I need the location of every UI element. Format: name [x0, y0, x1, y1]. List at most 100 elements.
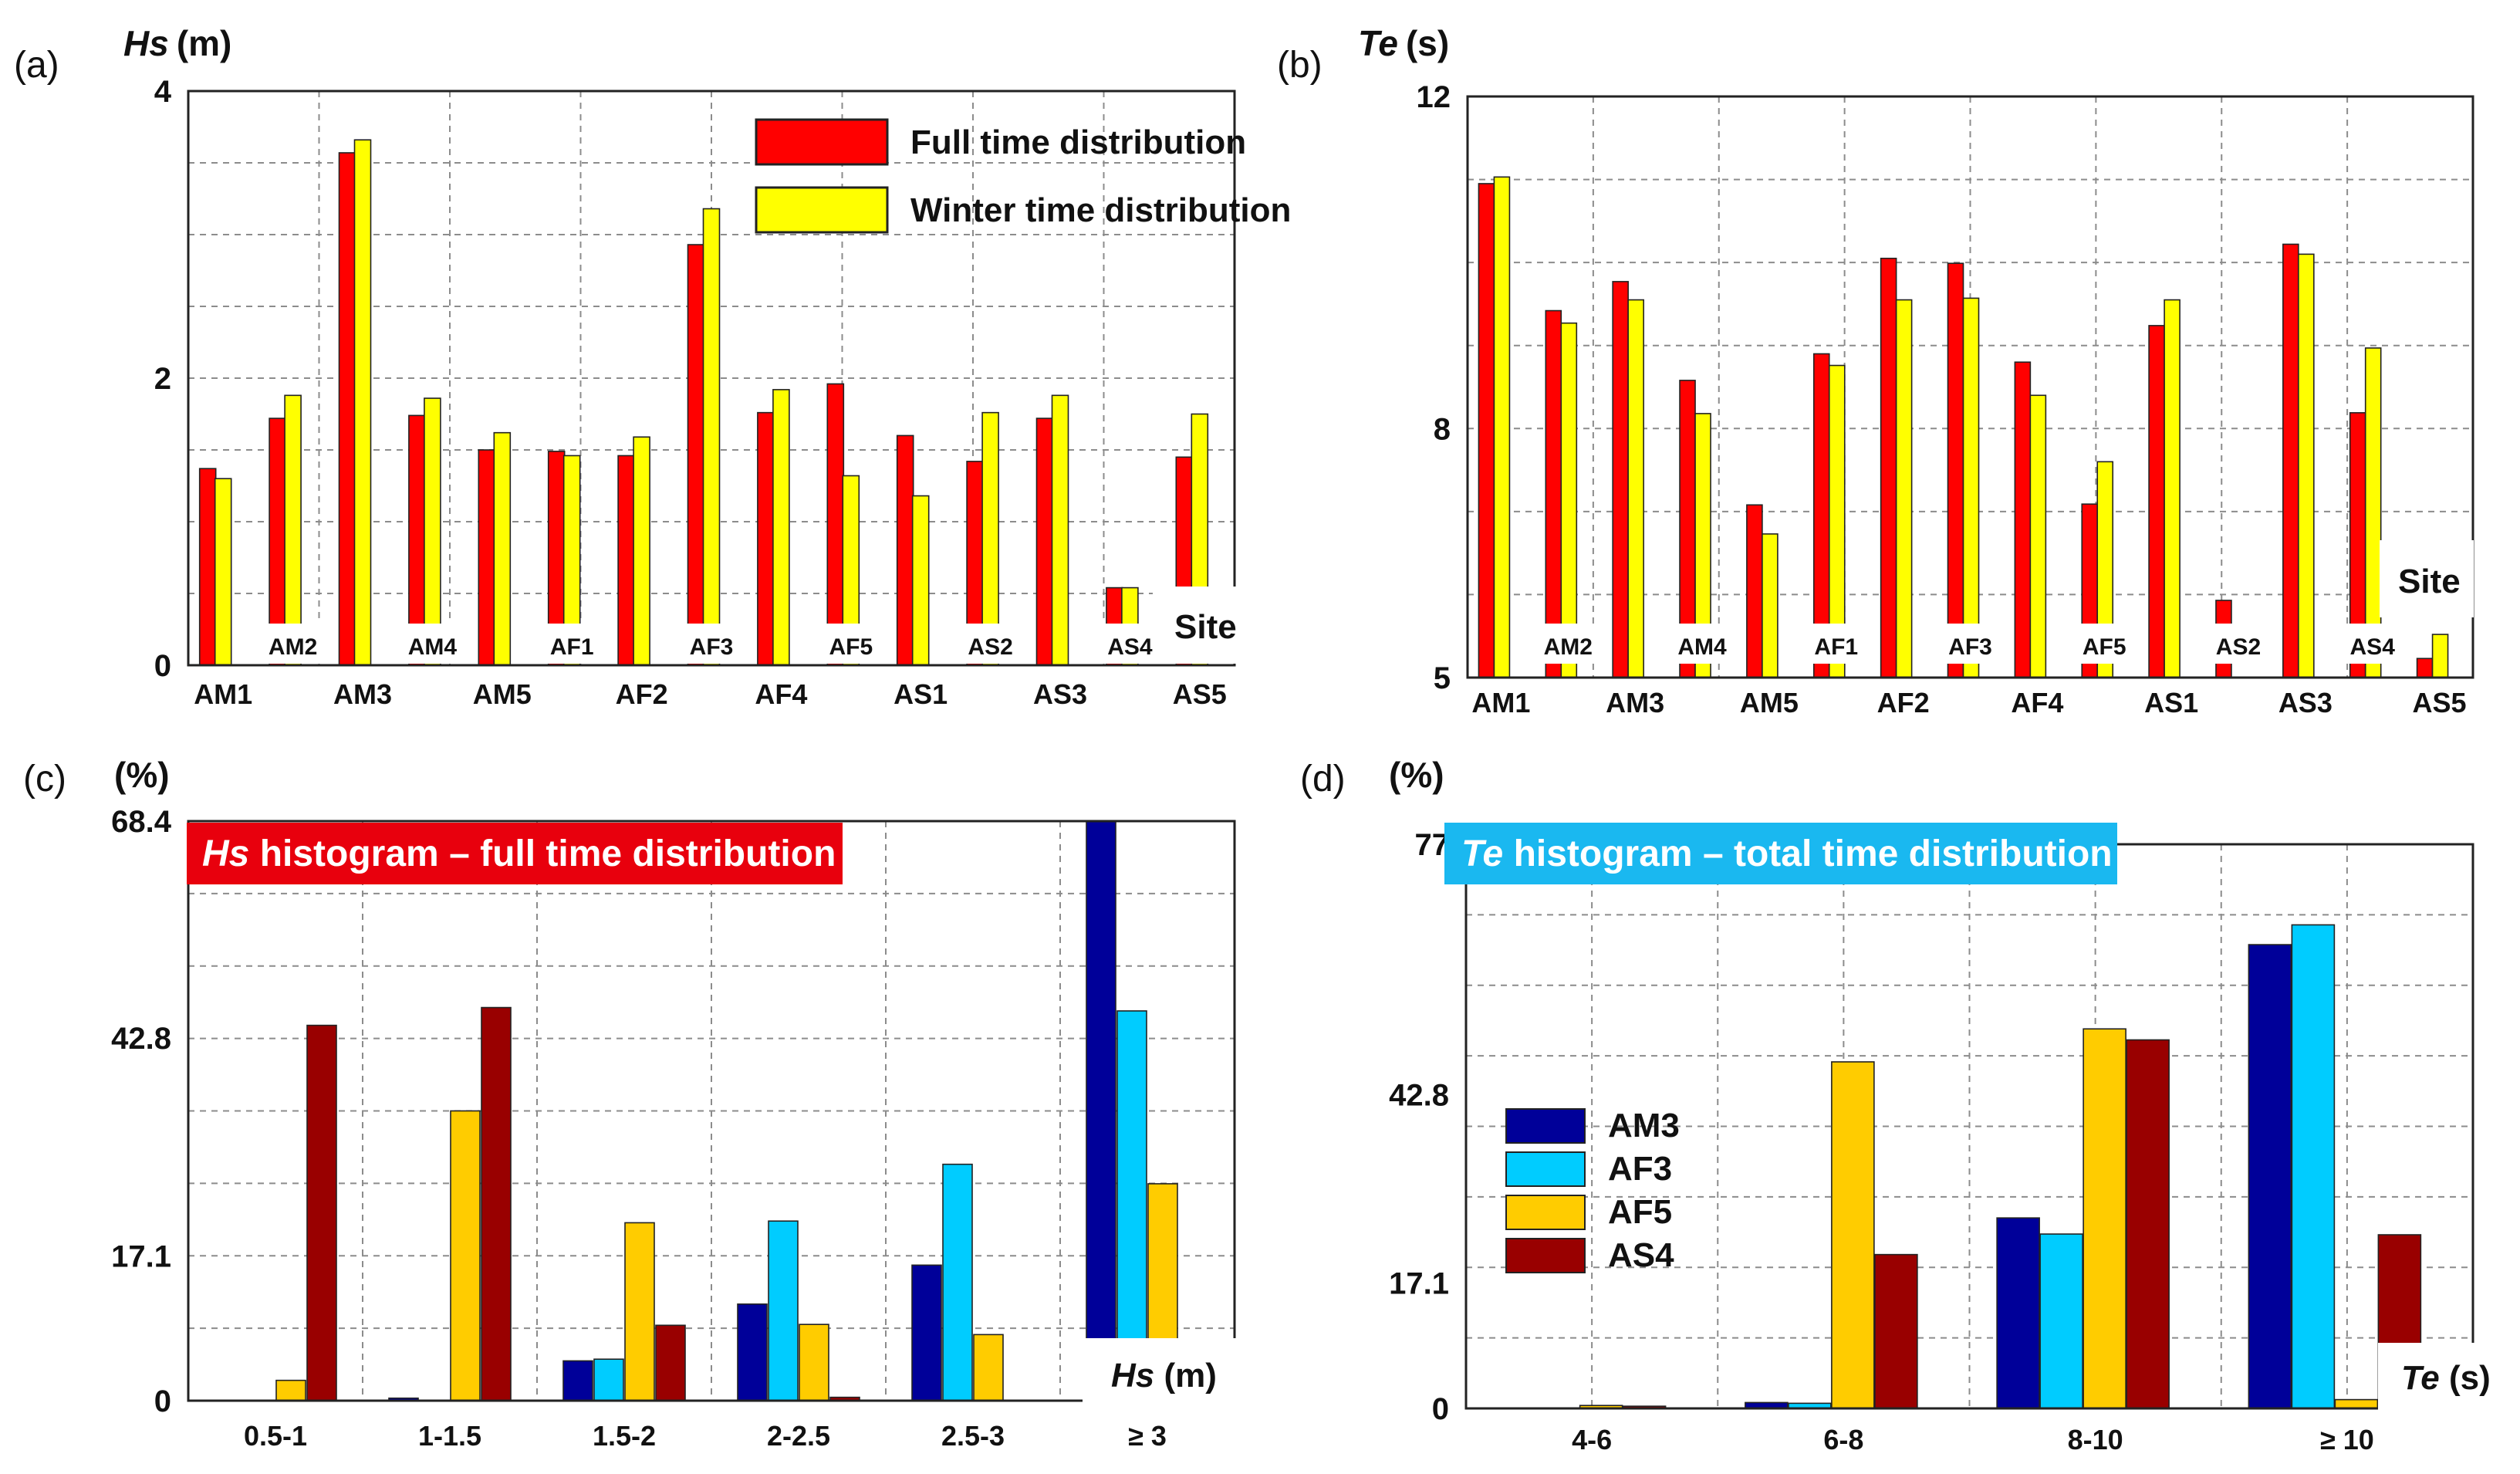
- bar-b-full-time-distribution-AM3: [1612, 281, 1629, 678]
- bar-c-am3-3: [1086, 820, 1116, 1401]
- panel-a-xlabel-box: Site: [1153, 587, 1239, 664]
- category-label: AF3: [690, 634, 734, 660]
- category-label-background: [684, 624, 739, 664]
- plot-frame: [187, 90, 1236, 667]
- bar-c-as4-152: [655, 1324, 686, 1401]
- plot-frame: [1466, 95, 2474, 679]
- category-label-group: AS3: [1033, 678, 1087, 710]
- category-label-group: AM5: [473, 678, 532, 710]
- category-label-group: AF3: [1942, 624, 1998, 664]
- category-label-group: AF5: [823, 624, 879, 664]
- panel-c-plot: 0.5-1 1-1.5 1.5-2 2-2.5 2.5-3 ≥ 3 0 17.1 42.8 68.…: [111, 805, 1236, 1452]
- category-label-group: AF1: [1808, 624, 1864, 664]
- category-label: AF2: [1877, 687, 1930, 718]
- panel-a-ylabel-var: Hs: [123, 23, 169, 63]
- category-label-group: AF5: [2076, 624, 2133, 664]
- category-label: AM5: [1740, 687, 1799, 718]
- bar-b-full-time-distribution-AS3: [2282, 243, 2299, 678]
- y-tick-label: 17.1: [111, 1239, 171, 1273]
- bar-a-winter-time-distribution-AM5: [493, 431, 512, 666]
- category-label-background: [1808, 624, 1864, 664]
- category-label-group: AM4: [404, 624, 461, 664]
- panel-c-xlabel-unit: (m): [1154, 1357, 1217, 1395]
- bar-c-as4-051: [306, 1024, 337, 1401]
- bar-a-winter-time-distribution-AS3: [1051, 394, 1069, 666]
- legend-swatch: [1505, 1195, 1586, 1230]
- bar-a-winter-time-distribution-AF2: [633, 436, 650, 666]
- category-label: AM3: [1606, 687, 1664, 718]
- category-label-group: AM1: [194, 678, 252, 710]
- category-label-background: [2344, 624, 2400, 664]
- category-label-background: [2210, 624, 2266, 664]
- panel-d-xlabel-unit: (s): [2440, 1359, 2491, 1397]
- legend-swatch: [755, 118, 889, 166]
- bar-d-af5-68: [1831, 1061, 1875, 1409]
- category-label: AF3: [1948, 634, 1992, 660]
- panel-d-title-var: Te: [1461, 833, 1503, 874]
- bar-d-af3-10: [2291, 924, 2336, 1409]
- y-tick-label: 42.8: [111, 1022, 171, 1056]
- panel-b-ylabel-unit: (s): [1406, 23, 1449, 63]
- bar-b-winter-time-distribution-AM3: [1627, 299, 1644, 678]
- bar-a-winter-time-distribution-AM1: [214, 478, 232, 666]
- category-label: AS2: [968, 634, 1012, 660]
- panel-c-title-var: Hs: [202, 833, 249, 874]
- category-label-background: [1942, 624, 1998, 664]
- category-label-group: AF4: [2011, 687, 2063, 718]
- panel-d-plot: 4-6 6-8 8-10 ≥ 10 0 17.1 42.8 77: [1389, 828, 2474, 1455]
- y-tick-label: 5: [1434, 661, 1451, 695]
- y-tick-label: 8: [1434, 412, 1451, 446]
- category-label: AF4: [2011, 687, 2063, 718]
- bar-b-full-time-distribution-AF4: [2014, 361, 2032, 678]
- bar-c-am3-225: [737, 1303, 768, 1401]
- category-label: 6-8: [1823, 1424, 1863, 1455]
- category-label: 2-2.5: [767, 1420, 830, 1452]
- bar-d-af3-810: [2039, 1233, 2083, 1409]
- bar-a-full-time-distribution-AF3: [687, 244, 705, 666]
- panel-b-ylabel: Te (s): [1358, 23, 1449, 63]
- category-label: AS1: [2144, 687, 2198, 718]
- category-label-group: AS4: [1102, 624, 1158, 664]
- category-label: AS1: [893, 678, 948, 710]
- panel-c-title: Hs histogram – full time distribution: [187, 823, 843, 884]
- category-label: AM4: [1677, 634, 1727, 660]
- category-label-group: AM3: [1606, 687, 1664, 718]
- y-tick-label: 0: [154, 1384, 171, 1418]
- panel-c-xlabel-var: Hs: [1111, 1357, 1154, 1395]
- bar-b-full-time-distribution-AM2: [1545, 309, 1562, 678]
- bar-a-winter-time-distribution-AF3: [702, 208, 721, 666]
- panel-d-ylabel: (%): [1389, 755, 1444, 795]
- category-label-group: AM1: [1471, 687, 1530, 718]
- bar-b-winter-time-distribution-AS5: [2431, 634, 2449, 678]
- category-label: AM1: [1471, 687, 1530, 718]
- bar-d-af5-10: [2334, 1398, 2379, 1409]
- bar-b-full-time-distribution-AF3: [1947, 262, 1964, 678]
- category-label: 8-10: [2068, 1424, 2123, 1455]
- bar-a-full-time-distribution-AF5: [826, 383, 845, 666]
- bar-d-as4-68: [1874, 1253, 1918, 1409]
- panel-b-te-by-site: (b) Te (s) AM1 AM2 AM3 AM4 AM5 AF1 AF2 AF3 AF4 AF5…: [1277, 23, 2474, 718]
- category-label-group: AS2: [962, 624, 1018, 664]
- category-label: ≥ 10: [2320, 1424, 2374, 1455]
- y-tick-label: 0: [154, 649, 171, 683]
- y-tick-label: 42.8: [1389, 1079, 1449, 1113]
- category-label-group: AF1: [544, 624, 600, 664]
- category-label: 1.5-2: [593, 1420, 656, 1452]
- bar-c-af5-225: [799, 1324, 829, 1401]
- y-tick-label: 4: [154, 75, 172, 109]
- category-label: AF4: [755, 678, 807, 710]
- bar-a-full-time-distribution-AM3: [338, 152, 356, 666]
- panel-b-plot: AM1 AM2 AM3 AM4 AM5 AF1 AF2 AF3 AF4 AF5 AS1 AS2 AS3 A…: [1417, 80, 2474, 718]
- category-label-background: [1102, 624, 1158, 664]
- bar-c-af5-152: [624, 1222, 655, 1401]
- category-label-group: AF2: [1877, 687, 1930, 718]
- legend-label: AM3: [1608, 1107, 1680, 1144]
- panel-d-te-histogram: (d) (%) 4-6 6-8 8-10 ≥ 10 0 17.1 42.8 77 Te his…: [1300, 755, 2514, 1455]
- panel-c-xlabel-box: Hs (m): [1083, 1338, 1238, 1409]
- category-label: AS5: [2413, 687, 2467, 718]
- category-label: AM5: [473, 678, 532, 710]
- bar-c-af5-051: [275, 1379, 306, 1401]
- bar-c-af3-253: [942, 1163, 973, 1401]
- category-label: 0.5-1: [244, 1420, 307, 1452]
- bar-c-am3-152: [562, 1360, 593, 1401]
